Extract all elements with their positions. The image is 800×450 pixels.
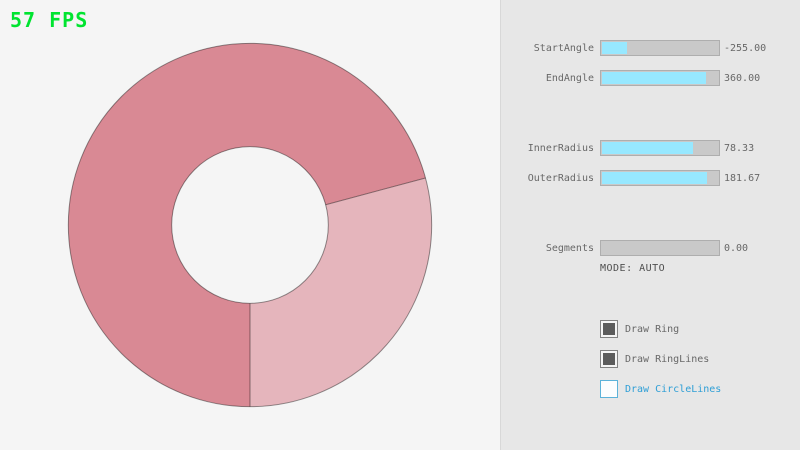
slider-value-segments: 0.00 bbox=[724, 243, 749, 254]
ring-sector bbox=[250, 177, 432, 407]
checkbox-row-draw-ring: Draw Ring bbox=[600, 320, 679, 338]
checkbox-label-draw-ringlines: Draw RingLines bbox=[625, 353, 710, 365]
fps-counter: 57 FPS bbox=[10, 8, 89, 32]
slider-value-endangle: 360.00 bbox=[724, 73, 761, 84]
slider-row-startangle: StartAngle -255.00 bbox=[500, 40, 800, 56]
checkbox-draw-ring[interactable] bbox=[600, 320, 618, 338]
checkbox-row-draw-ringlines: Draw RingLines bbox=[600, 350, 709, 368]
control-panel: StartAngle -255.00 EndAngle 360.00 Inner… bbox=[500, 0, 800, 450]
slider-outerradius[interactable] bbox=[600, 170, 720, 186]
slider-value-startangle: -255.00 bbox=[724, 43, 767, 54]
ring-outer-line bbox=[67, 42, 433, 408]
ring-sector bbox=[68, 43, 426, 407]
checkbox-label-draw-ring: Draw Ring bbox=[625, 323, 680, 335]
ring-canvas bbox=[67, 42, 433, 408]
ring-inner-line bbox=[171, 146, 329, 304]
slider-fill bbox=[602, 172, 707, 184]
slider-label-outerradius: OuterRadius bbox=[527, 173, 594, 184]
slider-label-segments: Segments bbox=[545, 243, 594, 254]
slider-row-innerradius: InnerRadius 78.33 bbox=[500, 140, 800, 156]
ring-radial-line bbox=[325, 177, 426, 206]
slider-label-innerradius: InnerRadius bbox=[527, 143, 594, 154]
checkbox-draw-ringlines[interactable] bbox=[600, 350, 618, 368]
slider-innerradius[interactable] bbox=[600, 140, 720, 156]
slider-endangle[interactable] bbox=[600, 70, 720, 86]
checkbox-draw-circlelines[interactable] bbox=[600, 380, 618, 398]
slider-fill bbox=[602, 42, 627, 54]
slider-label-endangle: EndAngle bbox=[545, 73, 594, 84]
slider-value-outerradius: 181.67 bbox=[724, 173, 761, 184]
slider-value-innerradius: 78.33 bbox=[724, 143, 755, 154]
slider-row-segments: Segments 0.00 bbox=[500, 240, 800, 256]
slider-fill bbox=[602, 142, 693, 154]
slider-row-endangle: EndAngle 360.00 bbox=[500, 70, 800, 86]
slider-startangle[interactable] bbox=[600, 40, 720, 56]
slider-row-outerradius: OuterRadius 181.67 bbox=[500, 170, 800, 186]
mode-text: MODE: AUTO bbox=[600, 263, 666, 274]
slider-fill bbox=[602, 72, 706, 84]
checkbox-row-draw-circlelines: Draw CircleLines bbox=[600, 380, 721, 398]
slider-segments[interactable] bbox=[600, 240, 720, 256]
checkbox-label-draw-circlelines: Draw CircleLines bbox=[625, 383, 722, 395]
slider-label-startangle: StartAngle bbox=[533, 43, 594, 54]
